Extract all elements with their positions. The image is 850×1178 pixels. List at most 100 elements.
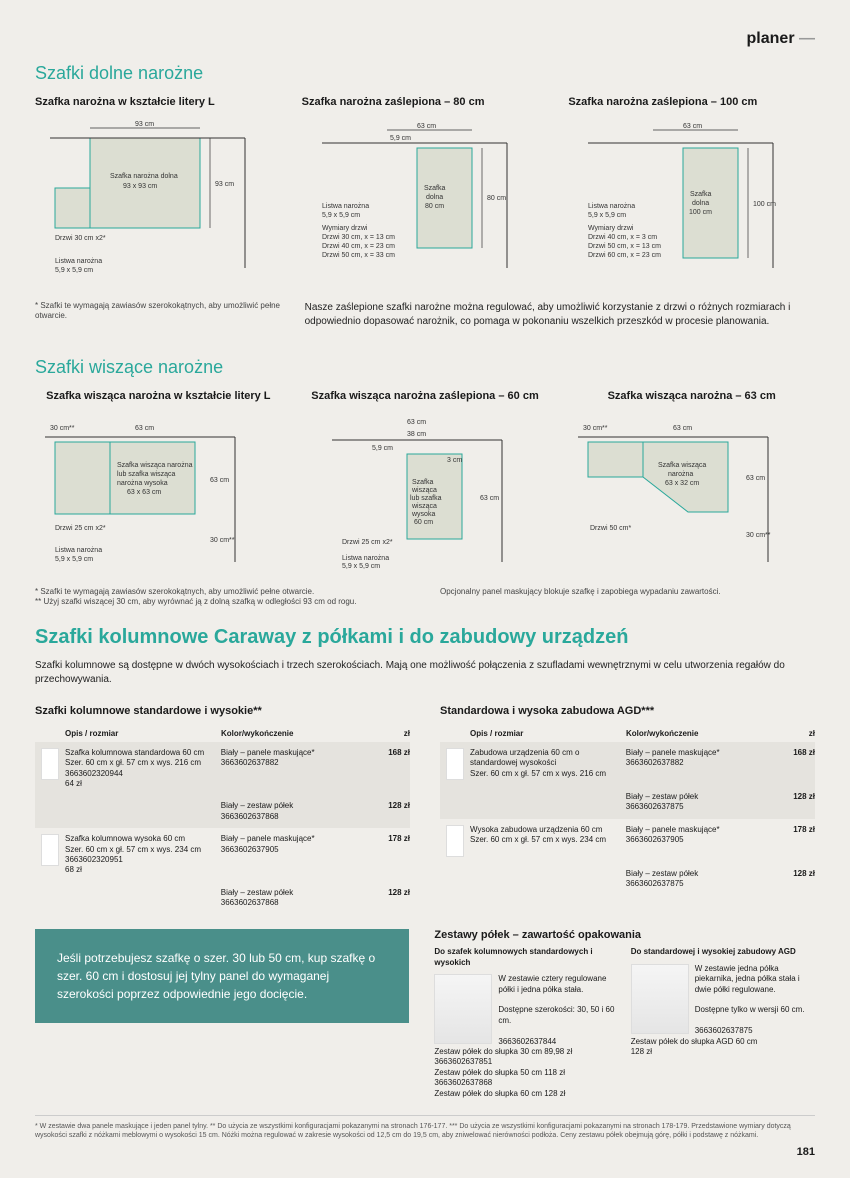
diag4-title: Szafka wisząca narożna w kształcie liter… [35,390,282,402]
svg-text:100 cm: 100 cm [753,201,776,208]
shelf-img2 [631,964,689,1034]
svg-text:Drzwi 25 cm x2*: Drzwi 25 cm x2* [342,539,393,546]
cell-finish: Biały – zestaw półek 3663602637868 [221,888,365,909]
svg-text:Drzwi 30 cm, x = 13 cm: Drzwi 30 cm, x = 13 cm [322,234,395,241]
svg-text:Drzwi 50 cm, x = 13 cm: Drzwi 50 cm, x = 13 cm [588,243,661,250]
svg-text:30 cm**: 30 cm** [50,425,75,432]
th-desc: Opis / rozmiar [65,729,221,738]
section2-row: Szafka wisząca narożna w kształcie liter… [35,390,815,575]
page-header: planer — [35,30,815,48]
svg-text:63 cm: 63 cm [480,495,499,502]
product-thumb [446,825,464,857]
sec1-notes: * Szafki te wymagają zawiasów szerokokąt… [35,301,815,347]
table-row: Biały – zestaw półek 3663602637868128 zł [35,882,410,915]
svg-text:5,9 cm: 5,9 cm [372,445,393,452]
cell-desc: Zabudowa urządzenia 60 cm o standardowej… [470,748,626,779]
right-table-title: Standardowa i wysoka zabudowa AGD*** [440,705,815,717]
svg-text:5,9 x 5,9 cm: 5,9 x 5,9 cm [55,267,93,274]
left-table-head: Opis / rozmiar Kolor/wykończenie zł [35,725,410,742]
diagram-blind100: Szafka narożna zaślepiona – 100 cm Szafk… [568,96,815,289]
svg-text:Wymiary drzwi: Wymiary drzwi [588,225,634,232]
svg-text:Szafka narożna dolna: Szafka narożna dolna [110,173,178,180]
th-finish: Kolor/wykończenie [221,729,365,738]
shelf-title: Zestawy półek – zawartość opakowania [434,929,815,941]
diag3-svg: Szafka dolna 100 cm 63 cm 100 cm Listwa … [568,118,798,278]
table-row: Zabudowa urządzenia 60 cm o standardowej… [440,742,815,786]
diagram-wall-blind60: Szafka wisząca narożna zaślepiona – 60 c… [302,390,549,575]
svg-text:80 cm: 80 cm [425,203,444,210]
svg-text:wisząca: wisząca [411,487,437,494]
shelf-section: Zestawy półek – zawartość opakowania Do … [434,929,815,1098]
diagram-l-base: Szafka narożna w kształcie litery L 93 c… [35,96,282,289]
svg-text:Drzwi 40 cm, x = 23 cm: Drzwi 40 cm, x = 23 cm [322,243,395,250]
diag1-title: Szafka narożna w kształcie litery L [35,96,282,108]
cell-finish: Biały – panele maskujące* 3663602637882 [626,748,770,769]
left-table: Szafki kolumnowe standardowe i wysokie**… [35,705,410,915]
cell-finish: Biały – panele maskujące* 3663602637905 [221,834,365,855]
diagram-blind80: Szafka narożna zaślepiona – 80 cm Szafka… [302,96,549,289]
svg-text:63 cm: 63 cm [417,123,436,130]
right-table-head: Opis / rozmiar Kolor/wykończenie zł [440,725,815,742]
svg-text:lub szafka wisząca: lub szafka wisząca [117,471,175,478]
svg-text:Drzwi 50 cm*: Drzwi 50 cm* [590,525,632,532]
diagram-wall-l: Szafka wisząca narożna w kształcie liter… [35,390,282,575]
cell-desc: Wysoka zabudowa urządzenia 60 cm Szer. 6… [470,825,626,846]
svg-text:63 x 63 cm: 63 x 63 cm [127,489,161,496]
cell-finish: Biały – panele maskujące* 3663602637882 [221,748,365,769]
svg-text:5,9 cm: 5,9 cm [390,135,411,142]
diagram-wall-63: Szafka wisząca narożna – 63 cm Szafka wi… [568,390,815,575]
svg-text:30 cm**: 30 cm** [210,537,235,544]
left-table-title: Szafki kolumnowe standardowe i wysokie** [35,705,410,717]
svg-text:Szafka: Szafka [424,185,446,192]
product-thumb [41,834,59,866]
section3-title: Szafki kolumnowe Caraway z półkami i do … [35,626,815,649]
section2-title: Szafki wiszące narożne [35,357,815,378]
cell-finish: Biały – zestaw półek 3663602637875 [626,869,770,890]
svg-text:5,9 x 5,9 cm: 5,9 x 5,9 cm [322,212,360,219]
cell-price: 128 zł [365,801,410,810]
svg-text:30 cm**: 30 cm** [746,532,771,539]
svg-text:63 x 32 cm: 63 x 32 cm [665,480,699,487]
th-desc2: Opis / rozmiar [470,729,626,738]
svg-text:narożna wysoka: narożna wysoka [117,480,168,487]
table-row: Biały – zestaw półek 3663602637868128 zł [35,795,410,828]
section1-row: Szafka narożna w kształcie litery L 93 c… [35,96,815,289]
th-price2: zł [770,729,815,738]
svg-text:38 cm: 38 cm [407,431,426,438]
svg-text:Szafka wisząca: Szafka wisząca [658,462,706,469]
diag2-title: Szafka narożna zaślepiona – 80 cm [302,96,549,108]
tip-box: Jeśli potrzebujesz szafkę o szer. 30 lub… [35,929,409,1023]
section1-title: Szafki dolne narożne [35,63,815,84]
svg-text:Listwa narożna: Listwa narożna [342,555,389,562]
svg-text:5,9 x 5,9 cm: 5,9 x 5,9 cm [342,563,380,570]
diag5-svg: Szafka wisząca lub szafka wisząca wysoka… [302,412,532,572]
sec2-notes: * Szafki te wymagają zawiasów szerokokąt… [35,587,815,608]
svg-text:Drzwi 50 cm, x = 33 cm: Drzwi 50 cm, x = 33 cm [322,252,395,259]
svg-text:5,9 x 5,9 cm: 5,9 x 5,9 cm [55,556,93,563]
cell-desc: Szafka kolumnowa wysoka 60 cm Szer. 60 c… [65,834,221,876]
bottom-row: Jeśli potrzebujesz szafkę o szer. 30 lub… [35,929,815,1098]
table-row: Szafka kolumnowa wysoka 60 cm Szer. 60 c… [35,828,410,882]
page-number: 181 [35,1146,815,1158]
cell-finish: Biały – zestaw półek 3663602637868 [221,801,365,822]
diag1-svg: 93 cm 93 cm Szafka narożna dolna 93 x 93… [35,118,265,278]
svg-text:Drzwi 25 cm x2*: Drzwi 25 cm x2* [55,525,106,532]
svg-text:5,9 x 5,9 cm: 5,9 x 5,9 cm [588,212,626,219]
svg-text:Drzwi 40 cm, x = 3 cm: Drzwi 40 cm, x = 3 cm [588,234,657,241]
shelf-col1: Do szafek kolumnowych standardowych i wy… [434,947,618,1098]
sec1-note-right: Nasze zaślepione szafki narożne można re… [305,301,815,329]
svg-text:wysoka: wysoka [411,511,435,518]
cell-price: 168 zł [770,748,815,757]
th-finish2: Kolor/wykończenie [626,729,770,738]
svg-text:60 cm: 60 cm [414,519,433,526]
header-dash: — [799,30,815,47]
product-thumb [446,748,464,780]
svg-text:narożna: narożna [668,471,693,478]
svg-text:63 cm: 63 cm [210,477,229,484]
cell-price: 168 zł [365,748,410,757]
right-table: Standardowa i wysoka zabudowa AGD*** Opi… [440,705,815,915]
product-thumb [41,748,59,780]
svg-text:Drzwi 30 cm x2*: Drzwi 30 cm x2* [55,235,106,242]
table-row: Biały – zestaw półek 3663602637875128 zł [440,786,815,819]
header-label: planer [747,30,795,47]
